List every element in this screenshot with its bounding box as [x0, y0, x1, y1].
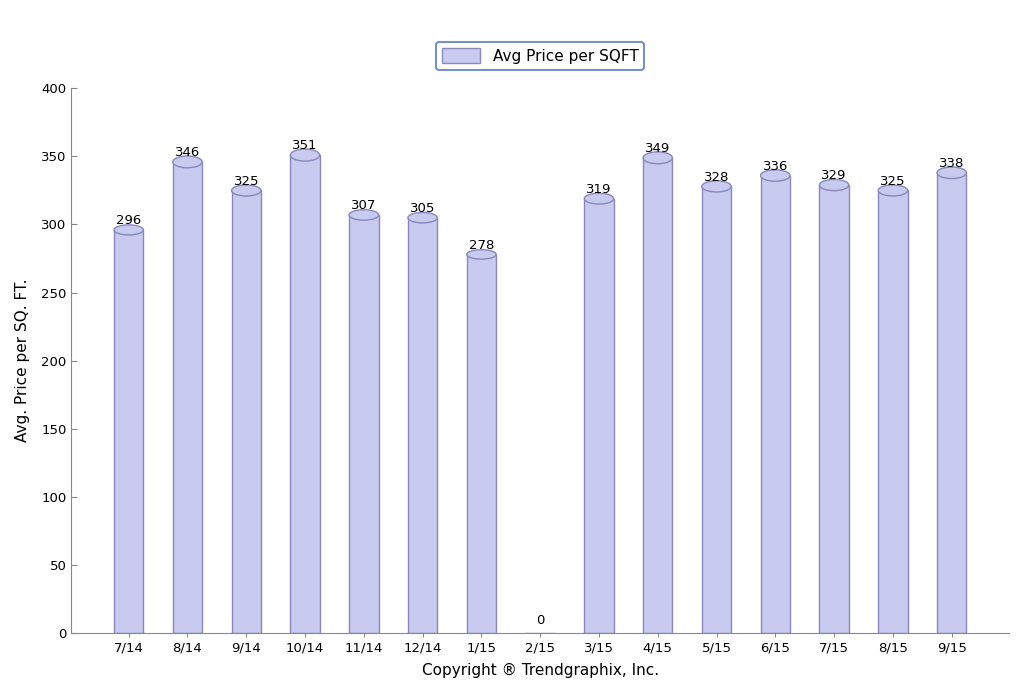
Text: 349: 349 — [645, 142, 671, 155]
Ellipse shape — [114, 225, 143, 235]
Text: 0: 0 — [536, 614, 545, 627]
Ellipse shape — [643, 152, 673, 164]
Text: 325: 325 — [233, 175, 259, 188]
Ellipse shape — [231, 185, 261, 196]
Ellipse shape — [291, 149, 319, 161]
Bar — [291, 155, 319, 633]
Bar — [173, 162, 202, 633]
Ellipse shape — [408, 213, 437, 223]
Text: 325: 325 — [881, 175, 905, 188]
Ellipse shape — [879, 185, 907, 196]
Bar — [231, 191, 261, 633]
Text: 296: 296 — [116, 214, 141, 227]
Text: 336: 336 — [763, 160, 788, 173]
Bar — [937, 173, 967, 633]
Ellipse shape — [467, 249, 496, 259]
Text: 305: 305 — [410, 202, 435, 215]
Text: 278: 278 — [469, 238, 494, 252]
Bar — [467, 254, 496, 633]
Ellipse shape — [585, 193, 613, 204]
Bar — [114, 230, 143, 633]
Bar — [879, 191, 907, 633]
Text: 338: 338 — [939, 157, 965, 170]
Bar — [761, 175, 791, 633]
Text: 319: 319 — [587, 183, 611, 196]
Bar — [819, 185, 849, 633]
Text: 351: 351 — [292, 139, 317, 152]
Bar — [349, 215, 379, 633]
Y-axis label: Avg. Price per SQ. FT.: Avg. Price per SQ. FT. — [15, 279, 30, 442]
Legend: Avg Price per SQFT: Avg Price per SQFT — [436, 42, 644, 70]
Ellipse shape — [819, 179, 849, 191]
Text: 328: 328 — [703, 170, 729, 184]
Text: 307: 307 — [351, 200, 377, 212]
Bar — [643, 158, 673, 633]
Bar — [585, 199, 613, 633]
Text: 346: 346 — [175, 146, 200, 159]
Ellipse shape — [937, 167, 967, 179]
Ellipse shape — [701, 181, 731, 192]
Ellipse shape — [761, 170, 791, 182]
Bar — [408, 218, 437, 633]
X-axis label: Copyright ® Trendgraphix, Inc.: Copyright ® Trendgraphix, Inc. — [422, 663, 658, 678]
Ellipse shape — [173, 156, 202, 168]
Ellipse shape — [349, 210, 379, 220]
Text: 329: 329 — [821, 169, 847, 182]
Bar — [701, 186, 731, 633]
